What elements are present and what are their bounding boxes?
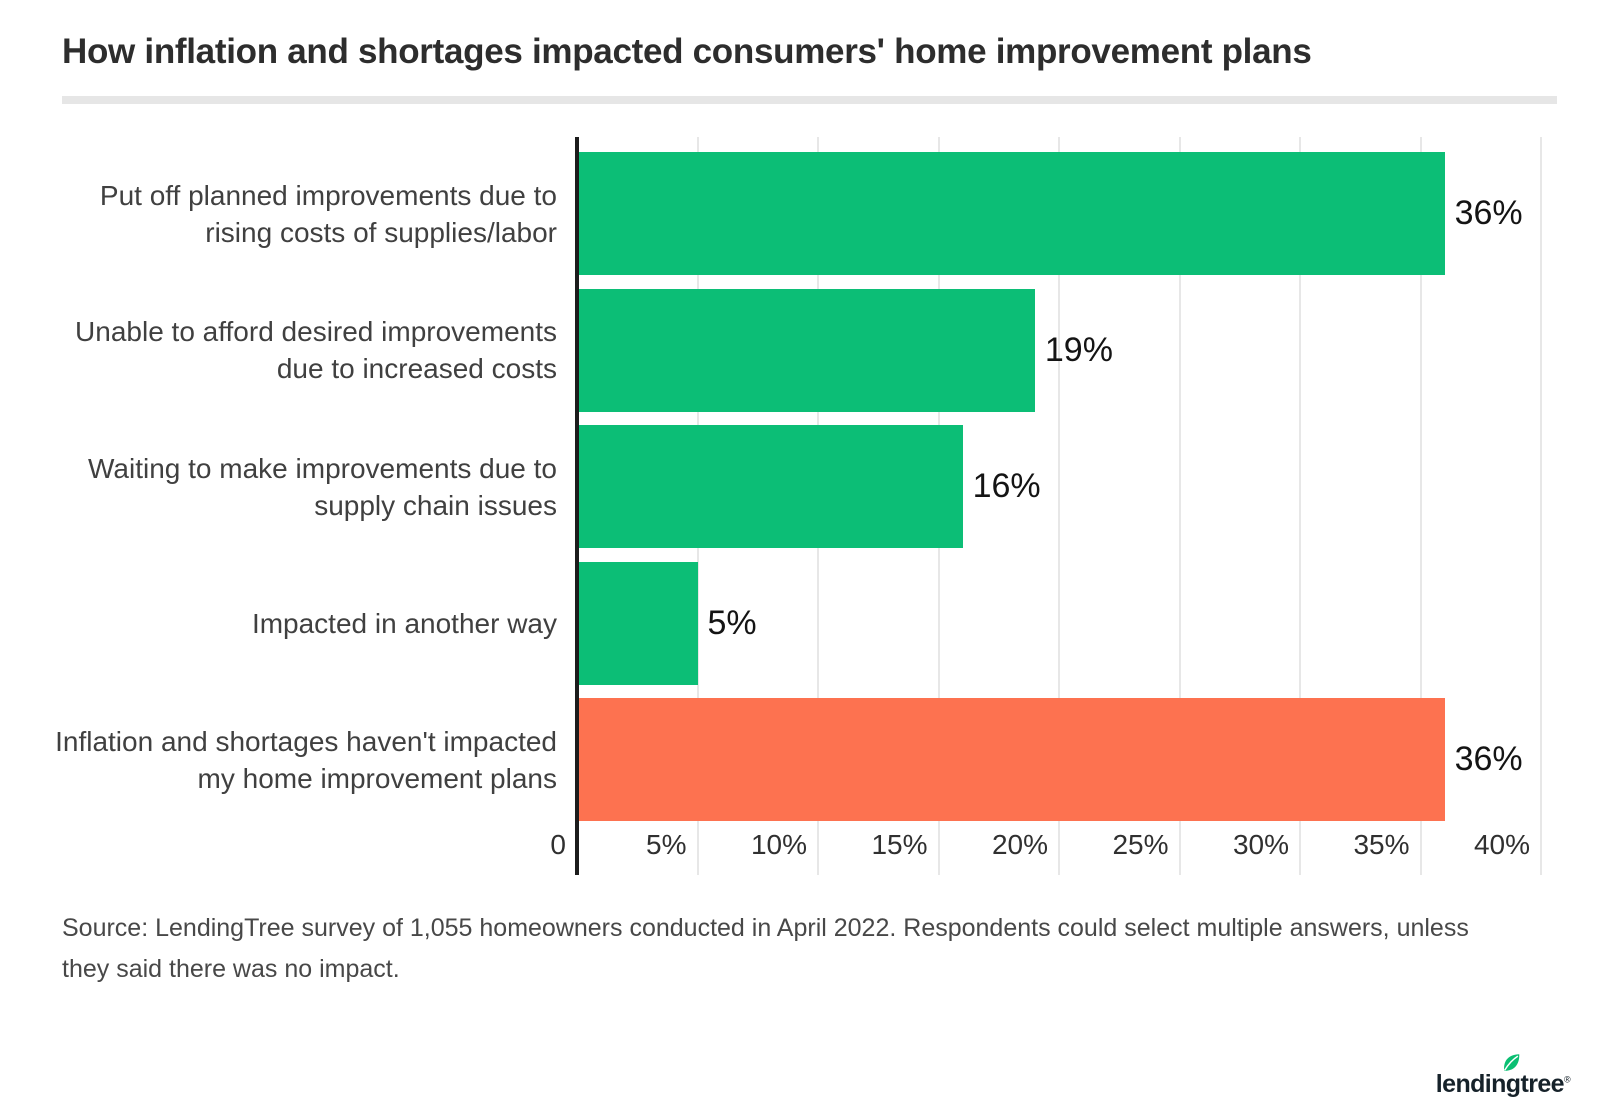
bar-value-label: 16% (972, 467, 1041, 505)
x-tick-label: 15% (871, 829, 928, 860)
brand-text: lendingtree® (1435, 1070, 1571, 1098)
source-note: Source: LendingTree survey of 1,055 home… (62, 908, 1522, 990)
bar-value-label: 36% (1454, 194, 1523, 232)
bar-value-label: 19% (1044, 330, 1113, 369)
gridline (1058, 137, 1060, 875)
x-tick-label: 20% (991, 829, 1048, 860)
x-tick-label: 0 (550, 829, 566, 860)
bar (579, 152, 1445, 275)
bar-category-label: Impacted in another way (251, 607, 557, 639)
x-tick-label: 35% (1353, 829, 1410, 860)
bar-value-label: 5% (707, 603, 757, 642)
gridline (1299, 137, 1301, 875)
x-tick-label: 40% (1473, 829, 1530, 860)
bar (579, 561, 698, 685)
bar-category-label: Inflation and shortages haven't impacted… (55, 725, 557, 794)
x-tick-label: 5% (646, 829, 687, 860)
source-line-1: Source: LendingTree survey of 1,055 home… (62, 914, 1469, 942)
bar-category-label: Unable to afford desired improvements du… (75, 316, 557, 384)
source-line-2: they said there was no impact. (62, 955, 400, 983)
gridline (1540, 137, 1542, 875)
bar (579, 425, 963, 548)
bar (579, 698, 1445, 821)
title-divider (62, 96, 1557, 104)
lendingtree-logo: lendingtree® (1394, 1054, 1574, 1100)
gridline (1178, 137, 1181, 875)
x-tick-label: 30% (1232, 829, 1289, 860)
registered-mark: ® (1563, 1074, 1571, 1085)
bar-category-label: Put off planned improvements due to risi… (99, 179, 557, 248)
bar-value-label: 36% (1454, 740, 1523, 778)
gridline (1419, 137, 1422, 875)
leaf-icon (1503, 1054, 1520, 1071)
bar (579, 288, 1035, 412)
y-axis-line (575, 137, 579, 875)
x-tick-label: 25% (1112, 829, 1169, 860)
bar-category-label: Waiting to make improvements due to supp… (88, 452, 557, 521)
x-tick-label: 10% (750, 829, 807, 860)
chart-title: How inflation and shortages impacted con… (62, 32, 1312, 71)
